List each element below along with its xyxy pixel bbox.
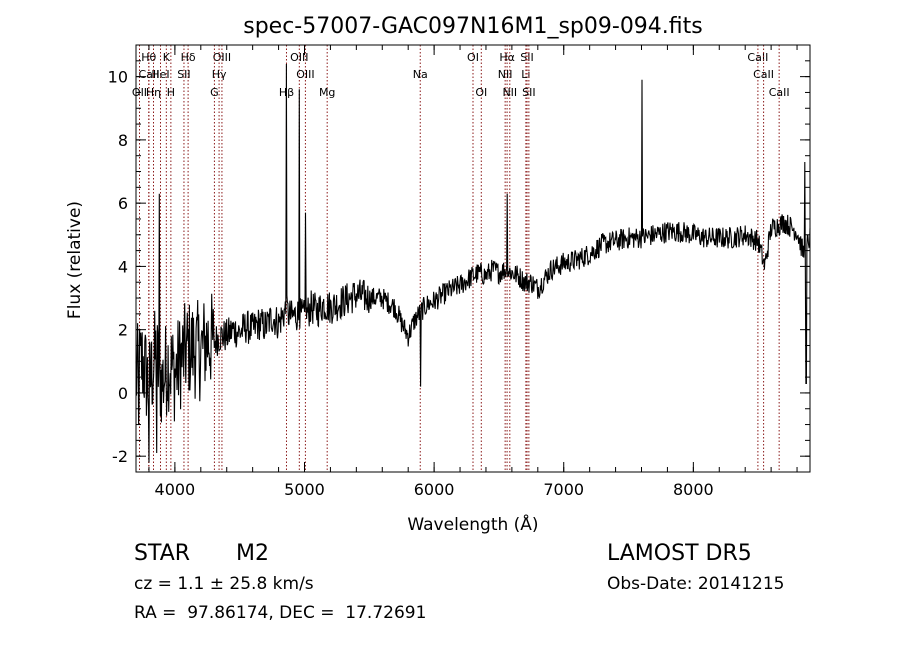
line-marker-label-8: H [167, 86, 175, 99]
x-tick-label-3: 7000 [543, 480, 584, 499]
y-tick-label-5: 8 [118, 131, 128, 150]
line-marker-label-9: OIII [213, 51, 231, 64]
x-tick-label-0: 4000 [155, 480, 196, 499]
plot-frame [135, 44, 811, 473]
line-marker-label-20: NII [498, 68, 513, 81]
x-axis-label: Wavelength (Å) [407, 513, 538, 535]
line-marker-label-23: Li [521, 68, 530, 81]
line-marker-label-10: Hγ [212, 68, 227, 81]
y-tick-label-1: 0 [118, 384, 128, 403]
line-marker-label-7: SII [177, 68, 190, 81]
line-marker-label-4: HeI [151, 68, 169, 81]
line-marker-label-21: NII [502, 86, 517, 99]
x-axis: 4000 5000 6000 7000 8000 [148, 45, 798, 499]
line-marker-label-5: Hη [146, 86, 161, 99]
chart-title: spec-57007-GAC097N16M1_sp09-094.fits [243, 14, 703, 39]
line-marker-label-3: K [163, 51, 171, 64]
x-tick-label-4: 8000 [673, 480, 714, 499]
y-axis: -2 0 2 4 6 8 10 [108, 60, 810, 466]
y-tick-label-0: -2 [112, 447, 128, 466]
line-marker-label-15: Mg [319, 86, 335, 99]
spectrum-series [135, 63, 811, 463]
y-tick-label-2: 2 [118, 321, 128, 340]
line-marker-label-16: Na [413, 68, 428, 81]
line-marker-label-26: CaII [753, 68, 774, 81]
y-axis-label: Flux (relative) [65, 201, 85, 319]
object-class: STAR [134, 541, 191, 566]
y-tick-label-4: 6 [118, 194, 128, 213]
line-marker-label-17: OI [467, 51, 479, 64]
x-tick-label-2: 6000 [414, 480, 455, 499]
line-marker-label-22: SII [520, 51, 533, 64]
y-tick-label-3: 4 [118, 257, 128, 276]
line-marker-label-11: G [210, 86, 219, 99]
line-marker-label-27: CaII [769, 86, 790, 99]
observation-date: Obs-Date: 20141215 [607, 574, 785, 594]
line-marker-label-6: Hδ [181, 51, 196, 64]
survey-name: LAMOST DR5 [607, 541, 752, 566]
line-marker-label-1: CaII [139, 68, 160, 81]
line-marker-label-0: Hθ [141, 51, 156, 64]
redshift-velocity: cz = 1.1 ± 25.8 km/s [134, 574, 314, 594]
coordinates: RA = 97.86174, DEC = 17.72691 [134, 603, 427, 623]
line-marker-label-13: OIII [296, 68, 314, 81]
subclass: M2 [236, 541, 269, 566]
line-marker-label-18: OI [475, 86, 487, 99]
line-marker-label-19: Hα [499, 51, 515, 64]
line-marker-label-12: OIII [290, 51, 308, 64]
y-tick-label-6: 10 [108, 68, 128, 87]
x-tick-label-1: 5000 [284, 480, 325, 499]
line-marker-label-24: SII [522, 86, 535, 99]
spectrum-line [135, 63, 811, 463]
line-marker-label-25: CaII [747, 51, 768, 64]
